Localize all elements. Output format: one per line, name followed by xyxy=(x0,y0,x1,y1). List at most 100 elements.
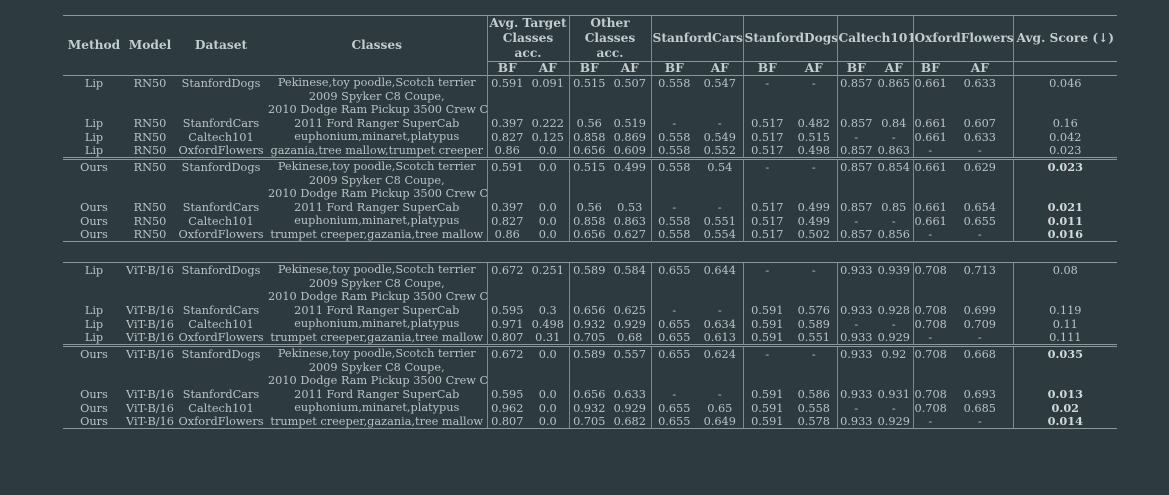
cell-value: 0.807 xyxy=(486,414,527,429)
cell-value: 0.557 xyxy=(609,344,652,361)
cell-value: 0.0 xyxy=(538,144,557,157)
cell-value: 0.627 xyxy=(613,228,646,241)
cell-value: 0.857 xyxy=(836,173,876,214)
cell-value: 0.499 xyxy=(609,157,652,174)
class-line: gazania,tree mallow,trumpet creeper xyxy=(270,143,484,157)
table-row: Ours ViT-B/16 StanfordDogs Pekinese,toy poo… xyxy=(63,344,1118,361)
class-line: 2011 Ford Ranger SuperCab xyxy=(294,303,460,317)
cell-value: 0.515 xyxy=(568,75,609,90)
cell-value: 0.705 xyxy=(568,330,609,346)
cell-value: - xyxy=(891,130,896,144)
cell-classes: trumpet creeper,gazania,tree mallow xyxy=(267,414,487,429)
cell-classes: Pekinese,toy poodle,Scotch terrier xyxy=(267,263,487,277)
table-header: Method Model Dataset Classes Avg. Target… xyxy=(63,15,1118,76)
class-line: trumpet creeper,gazania,tree mallow xyxy=(270,330,484,344)
cell-value: - xyxy=(891,401,896,415)
cell-value: 0.661 xyxy=(912,173,948,214)
cell-value: 0.654 xyxy=(963,201,996,214)
cell-value: 0.498 xyxy=(531,317,564,331)
cell-value: 0.517 xyxy=(742,143,792,159)
cell-value: 0.551 xyxy=(797,331,830,344)
cell-value: - xyxy=(650,89,698,130)
cell-dataset: Caltech101 xyxy=(188,401,254,415)
cell-value: 0.929 xyxy=(877,331,910,344)
cell-value: 0.708 xyxy=(912,262,948,277)
cell-value: 0.827 xyxy=(486,214,527,228)
cell-value: 0.517 xyxy=(742,214,792,228)
cell-avg-score: 0.021 xyxy=(1012,173,1118,214)
cell-dataset: StanfordCars xyxy=(182,304,260,317)
spacer-cell xyxy=(63,241,1118,263)
class-line: 2010 Dodge Ram Pickup 3500 Crew Cab, xyxy=(268,103,487,116)
cell-value: 0.502 xyxy=(797,228,830,241)
cell-value: 0.68 xyxy=(617,331,643,344)
header-bf: BF xyxy=(568,61,609,76)
cell-classes: trumpet creeper,gazania,tree mallow xyxy=(267,228,487,242)
cell-value: 0.655 xyxy=(650,262,698,277)
cell-classes: Pekinese,toy poodle,Scotch terrier xyxy=(267,344,487,361)
cell-value: 0.699 xyxy=(963,304,996,317)
cell-value: 0.85 xyxy=(881,201,907,214)
cell-value: 0.86 xyxy=(486,143,527,159)
cell-value: 0.933 xyxy=(836,330,876,346)
table-row: Lip RN50 StanfordCars 2009 Spyker C8 Coupe,… xyxy=(63,89,1118,130)
cell-value: 0.656 xyxy=(568,360,609,401)
cell-value: 0.591 xyxy=(742,317,792,331)
cell-model: RN50 xyxy=(133,117,167,130)
cell-value: - xyxy=(836,130,876,144)
cell-method: Ours xyxy=(80,388,108,401)
table-row: Ours ViT-B/16 Caltech101 euphonium,minaret,… xyxy=(63,401,1118,415)
cell-value: - xyxy=(912,330,948,346)
cell-value: 0.656 xyxy=(568,143,609,159)
cell-value: - xyxy=(891,214,896,228)
results-table-container: Method Model Dataset Classes Avg. Target… xyxy=(63,15,1118,429)
class-line: euphonium,minaret,platypus xyxy=(294,401,460,414)
cell-value: 0.86 xyxy=(486,227,527,242)
table-row: Ours RN50 OxfordFlowers trumpet creeper,gaz… xyxy=(63,227,1118,242)
cell-method: Ours xyxy=(80,214,108,228)
cell-value: 0.591 xyxy=(486,157,527,174)
cell-model: ViT-B/16 xyxy=(126,263,174,277)
cell-value: - xyxy=(717,304,722,317)
cell-value: - xyxy=(891,317,896,331)
cell-dataset: StanfordDogs xyxy=(181,263,261,277)
class-line: 2009 Spyker C8 Coupe, xyxy=(308,173,445,187)
cell-value: 0.589 xyxy=(568,262,609,277)
cell-value: 0.661 xyxy=(912,130,948,144)
cell-method: Lip xyxy=(84,130,104,144)
cell-method: Ours xyxy=(63,414,125,429)
cell-value: 0.482 xyxy=(797,117,830,130)
cell-classes: trumpet creeper,gazania,tree mallow xyxy=(267,331,487,346)
cell-dataset: OxfordFlowers xyxy=(178,144,264,157)
table-row: Lip ViT-B/16 StanfordDogs Pekinese,toy pood… xyxy=(63,262,1118,277)
cell-value: 0.655 xyxy=(650,401,698,415)
cell-value: 0.84 xyxy=(881,117,907,130)
class-line: euphonium,minaret,platypus xyxy=(294,130,460,143)
cell-classes: 2009 Spyker C8 Coupe, 2010 Dodge Ram Pick… xyxy=(267,174,487,215)
cell-avg-score: 0.023 xyxy=(1012,143,1118,159)
table-row: Lip RN50 StanfordDogs Pekinese,toy poodle,S… xyxy=(63,75,1118,90)
cell-dataset: OxfordFlowers xyxy=(178,331,264,344)
cell-value: 0.31 xyxy=(535,331,561,344)
cell-dataset: StanfordDogs xyxy=(175,344,267,361)
cell-value: 0.125 xyxy=(531,130,564,144)
cell-value: 0.613 xyxy=(703,331,736,344)
cell-model: RN50 xyxy=(133,228,167,241)
cell-value: 0.633 xyxy=(947,75,1014,90)
header-avg-score: Avg. Score (↓) xyxy=(1012,15,1118,62)
cell-value: 0.578 xyxy=(791,414,838,429)
cell-value: 0.857 xyxy=(836,143,876,159)
cell-value: 0.251 xyxy=(531,263,564,277)
cell-value: 0.661 xyxy=(912,89,948,130)
cell-value: 0.939 xyxy=(877,263,910,277)
cell-method: Ours xyxy=(63,344,125,361)
cell-value: 0.517 xyxy=(742,173,792,214)
cell-value: 0.92 xyxy=(875,344,914,361)
class-line: Pekinese,toy poodle,Scotch terrier xyxy=(277,263,476,276)
cell-value: 0.558 xyxy=(650,143,698,159)
table-row: Ours RN50 Caltech101 euphonium,minaret,plat… xyxy=(63,214,1118,228)
header-oxfordflowers: OxfordFlowers xyxy=(912,15,1014,62)
cell-value: 0.576 xyxy=(797,304,830,317)
cell-avg-score: 0.16 xyxy=(1012,89,1118,130)
class-line: 2009 Spyker C8 Coupe, xyxy=(308,89,445,103)
